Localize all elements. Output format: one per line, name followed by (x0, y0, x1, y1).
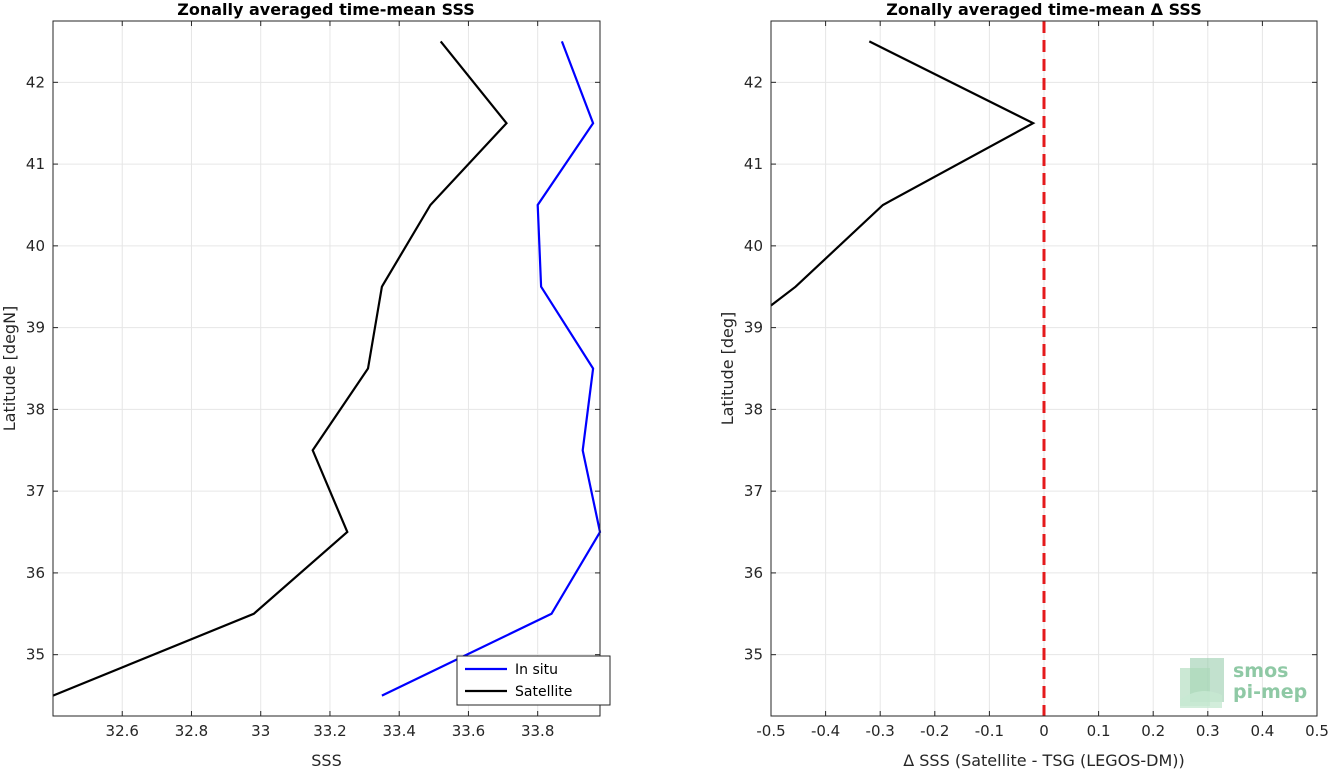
x-tick-label: 0.4 (1250, 722, 1274, 740)
x-tick-label: -0.3 (866, 722, 895, 740)
series-line-in-situ (381, 41, 602, 697)
y-tick-label: 36 (744, 564, 763, 582)
y-tick-label: 42 (26, 73, 45, 91)
x-tick-label: 33.4 (382, 722, 415, 740)
chart-title: Zonally averaged time-mean SSS (177, 0, 475, 19)
y-tick-label: 41 (744, 155, 763, 173)
y-tick-label: 38 (744, 400, 763, 418)
y-axis-label: Latitude [degN] (0, 306, 19, 432)
logo-text-smos: smos (1233, 660, 1288, 682)
axes-frame (770, 20, 1318, 717)
legend-label: Satellite (515, 684, 572, 700)
x-tick-label: 0.3 (1196, 722, 1220, 740)
x-tick-label: 0.2 (1141, 722, 1165, 740)
y-tick-label: 35 (744, 646, 763, 664)
y-tick-label: 39 (744, 319, 763, 337)
y-tick-label: 36 (26, 564, 45, 582)
x-tick-label: 33.8 (521, 722, 554, 740)
y-tick-label: 42 (744, 73, 763, 91)
x-axis-label: Δ SSS (Satellite - TSG (LEGOS-DM)) (903, 751, 1185, 769)
legend-label: In situ (515, 662, 558, 678)
y-tick-label: 37 (744, 482, 763, 500)
chart-title: Zonally averaged time-mean Δ SSS (886, 0, 1202, 19)
x-tick-label: 32.6 (106, 722, 139, 740)
legend-box (456, 655, 611, 706)
x-tick-label: 32.8 (175, 722, 208, 740)
x-tick-label: 33.6 (452, 722, 485, 740)
axes-frame (52, 20, 601, 717)
y-tick-label: 41 (26, 155, 45, 173)
y-tick-label: 39 (26, 319, 45, 337)
x-tick-label: 33.2 (313, 722, 346, 740)
delta-sss-panel: -0.5 -0.4 -0.3 -0.2 -0.1 0 0.1 0.2 0.3 0.4 0.5 35 36… (718, 0, 1329, 769)
y-tick-label: 38 (26, 400, 45, 418)
sss-panel: 32.6 32.8 33 33.2 33.4 33.6 33.8 35 36 37 38 39 40 41… (0, 0, 611, 769)
y-tick-label: 40 (744, 237, 763, 255)
legend: In situ Satellite (456, 655, 611, 706)
x-tick-label: 0.1 (1087, 722, 1111, 740)
series-line-satellite (52, 40, 508, 697)
x-tick-label: 0.5 (1305, 722, 1329, 740)
x-tick-label: 0 (1039, 722, 1049, 740)
logo-text-pi-mep: pi-mep (1233, 681, 1307, 703)
x-tick-label: -0.5 (756, 722, 785, 740)
y-tick-label: 37 (26, 482, 45, 500)
y-axis-label: Latitude [deg] (718, 312, 737, 426)
x-tick-label: 33 (251, 722, 270, 740)
x-axis-label: SSS (311, 751, 341, 769)
x-tick-label: -0.4 (811, 722, 840, 740)
x-tick-label: -0.2 (920, 722, 949, 740)
y-tick-label: 40 (26, 237, 45, 255)
x-tick-label: -0.1 (975, 722, 1004, 740)
smos-pi-mep-logo: smos pi-mep (1180, 658, 1307, 708)
series-line-series-0 (770, 40, 1036, 307)
y-tick-label: 35 (26, 646, 45, 664)
